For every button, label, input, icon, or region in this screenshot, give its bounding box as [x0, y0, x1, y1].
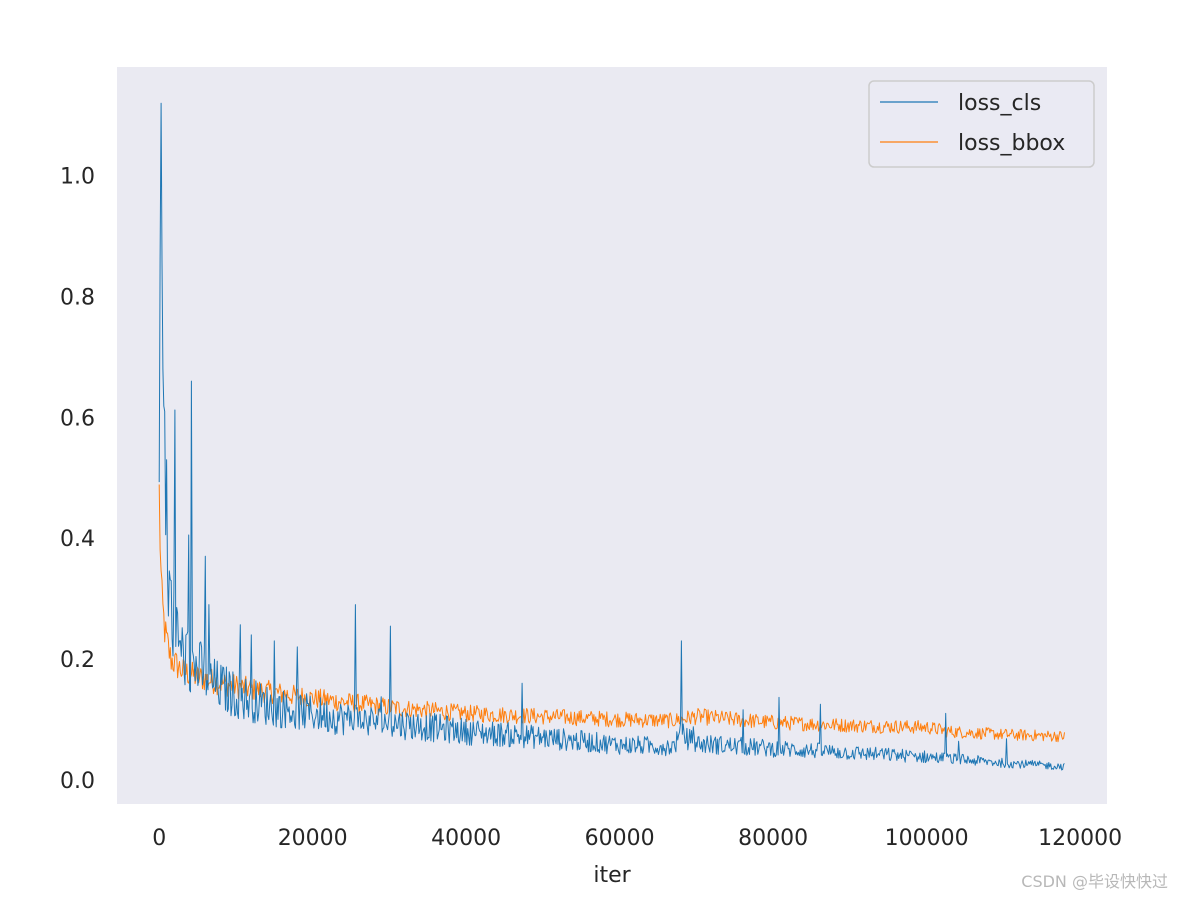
- x-tick-label: 20000: [278, 826, 348, 851]
- y-tick-label: 0.8: [60, 286, 95, 311]
- y-tick-label: 0.6: [60, 406, 95, 431]
- legend: loss_cls loss_bbox: [868, 80, 1095, 168]
- x-tick-label: 60000: [585, 826, 655, 851]
- x-tick-label: 80000: [738, 826, 808, 851]
- y-tick-label: 0.0: [60, 769, 95, 794]
- y-tick-label: 0.2: [60, 648, 95, 673]
- x-tick-label: 40000: [431, 826, 501, 851]
- y-tick-label: 1.0: [60, 165, 95, 190]
- legend-label-loss-cls: loss_cls: [958, 91, 1041, 116]
- series-line-loss-cls: [158, 102, 1065, 771]
- legend-label-loss-bbox: loss_bbox: [958, 131, 1065, 156]
- x-axis-label: iter: [593, 863, 631, 888]
- x-tick-label: 120000: [1038, 826, 1122, 851]
- series-layer: [158, 102, 1065, 771]
- watermark: CSDN @毕设快快过: [1021, 872, 1168, 891]
- y-tick-label: 0.4: [60, 527, 95, 552]
- series-line-loss-bbox: [158, 484, 1065, 743]
- x-tick-label: 0: [152, 826, 166, 851]
- y-ticks: 0.0 0.2 0.4 0.6 0.8 1.0: [60, 165, 95, 794]
- x-ticks: 0 20000 40000 60000 80000 100000 120000: [152, 826, 1122, 851]
- x-tick-label: 100000: [885, 826, 969, 851]
- plot-area: [117, 67, 1107, 804]
